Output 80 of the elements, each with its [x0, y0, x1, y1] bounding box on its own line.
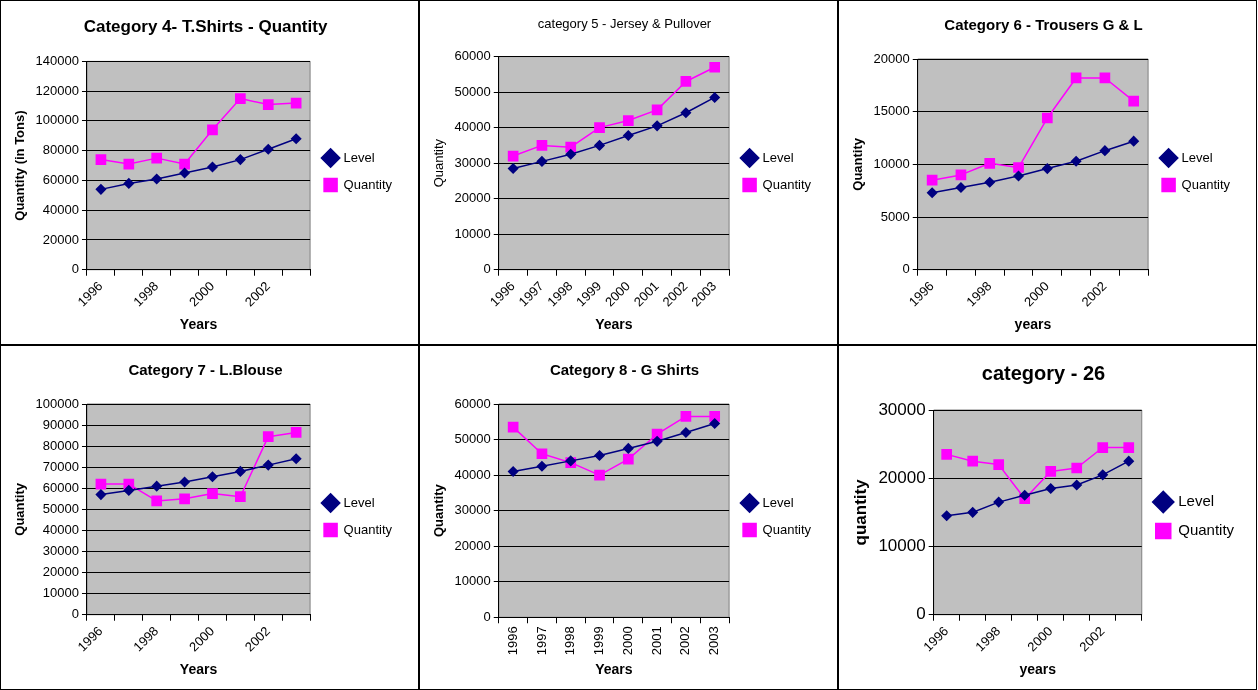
y-tick-label: 40000: [454, 119, 491, 135]
y-tick-label: 10000: [873, 155, 910, 171]
y-axis-title: quantity: [850, 478, 870, 546]
y-tick-label: 0: [483, 608, 491, 624]
y-axis-title: Quantity: [850, 137, 866, 191]
y-tick-label: 100000: [35, 112, 79, 128]
y-axis-title: Quantity (in Tons): [12, 110, 28, 221]
x-tick-label: 1997: [533, 626, 549, 656]
y-tick-label: 60000: [454, 395, 491, 411]
y-tick-label: 120000: [35, 82, 79, 98]
legend-label: Quantity: [1181, 176, 1231, 192]
y-tick-label: 0: [71, 261, 79, 277]
y-tick-label: 20000: [873, 50, 910, 66]
y-tick-label: 30000: [42, 543, 79, 559]
y-tick-label: 40000: [42, 201, 79, 217]
legend-label: Level: [343, 494, 375, 510]
x-tick-label: 1998: [562, 626, 578, 656]
y-tick-label: 60000: [42, 479, 79, 495]
legend-label: Level: [1181, 149, 1213, 165]
x-tick-label: 2001: [648, 626, 664, 656]
y-tick-label: 0: [902, 261, 910, 277]
y-axis-title: Quantity: [431, 483, 447, 538]
y-tick-label: 30000: [454, 154, 491, 170]
y-tick-label: 5000: [880, 208, 910, 224]
y-tick-label: 0: [916, 604, 926, 624]
y-tick-label: 30000: [878, 399, 926, 419]
y-tick-label: 40000: [454, 466, 491, 482]
y-axis-title: Quantity: [431, 138, 447, 188]
y-tick-label: 80000: [42, 437, 79, 453]
x-axis-title: years: [1014, 316, 1052, 333]
x-axis-title: Years: [179, 661, 218, 678]
chart-title: Category 7 - L.Blouse: [128, 361, 283, 379]
x-axis-title: Years: [179, 316, 218, 333]
y-tick-label: 60000: [454, 48, 491, 64]
legend-label: Quantity: [343, 176, 393, 192]
chart-title: Category 6 - Trousers G & L: [944, 16, 1143, 34]
y-axis-title: Quantity: [12, 482, 28, 536]
x-tick-label: 2000: [619, 626, 635, 656]
y-tick-label: 140000: [35, 52, 79, 68]
y-tick-label: 50000: [454, 83, 491, 99]
legend-label: Quantity: [343, 521, 393, 537]
y-tick-label: 20000: [454, 537, 491, 553]
legend-label: Quantity: [1178, 521, 1235, 539]
y-tick-label: 20000: [42, 564, 79, 580]
x-tick-label: 1996: [504, 626, 520, 656]
y-tick-label: 90000: [42, 416, 79, 432]
x-tick-label: 1999: [591, 626, 607, 656]
legend-label: Level: [343, 149, 375, 165]
chart-title: Category 8 - G Shirts: [549, 361, 700, 379]
x-tick-label: 2002: [677, 626, 693, 656]
y-tick-label: 50000: [42, 500, 79, 516]
x-axis-title: years: [1019, 661, 1057, 678]
y-tick-label: 80000: [42, 142, 79, 158]
y-tick-label: 40000: [42, 522, 79, 538]
legend-label: Level: [1178, 492, 1215, 510]
y-tick-label: 70000: [42, 458, 79, 474]
x-axis-title: Years: [595, 316, 633, 333]
y-tick-label: 100000: [35, 395, 79, 411]
chart-title: category - 26: [981, 361, 1106, 384]
y-tick-label: 15000: [873, 103, 910, 119]
y-tick-label: 0: [483, 261, 491, 277]
y-tick-label: 60000: [42, 172, 79, 188]
legend-label: Quantity: [762, 176, 812, 192]
y-tick-label: 10000: [454, 225, 491, 241]
y-tick-label: 30000: [454, 502, 491, 518]
y-tick-label: 20000: [454, 190, 491, 206]
y-tick-label: 10000: [454, 573, 491, 589]
legend-label: Level: [762, 494, 794, 510]
y-tick-label: 10000: [878, 536, 926, 556]
chart-title: category 5 - Jersey & Pullover: [537, 16, 712, 32]
x-axis-title: Years: [595, 661, 633, 678]
y-tick-label: 20000: [42, 231, 79, 247]
x-tick-label: 2003: [706, 626, 722, 656]
y-tick-label: 50000: [454, 431, 491, 447]
y-tick-label: 0: [71, 606, 79, 622]
legend-label: Quantity: [762, 521, 812, 537]
chart-title: Category 4- T.Shirts - Quantity: [83, 16, 328, 36]
y-tick-label: 20000: [878, 467, 926, 487]
legend-label: Level: [762, 149, 794, 165]
y-tick-label: 10000: [42, 585, 79, 601]
